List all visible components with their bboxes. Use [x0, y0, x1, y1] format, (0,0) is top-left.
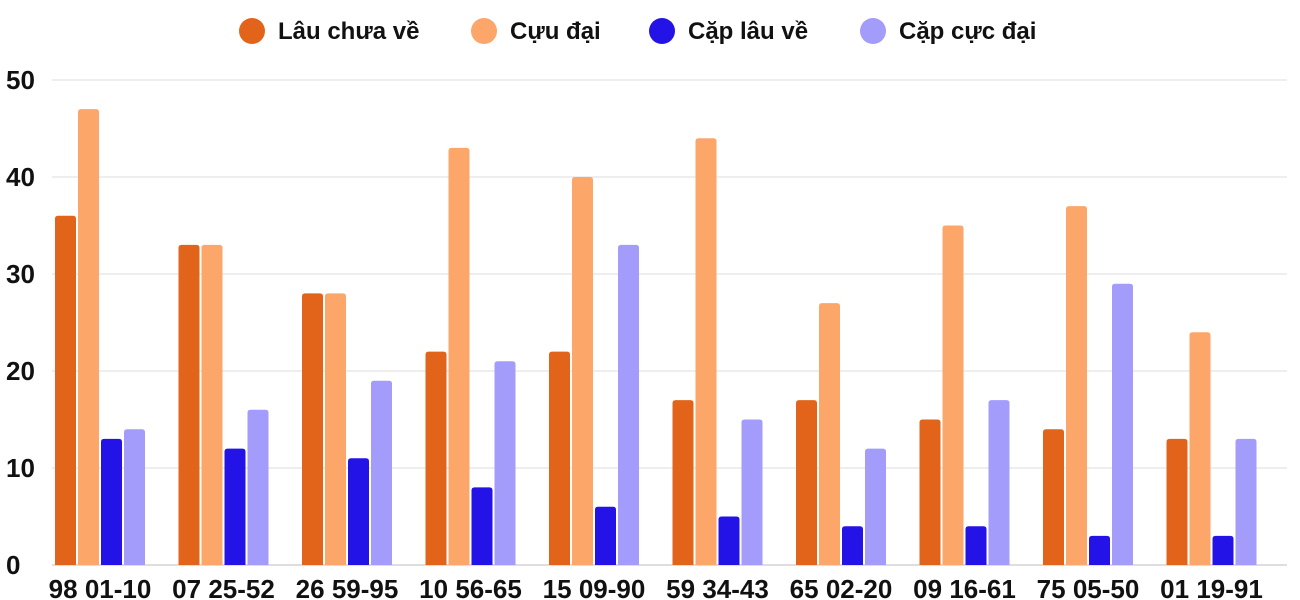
- bar: [572, 177, 593, 565]
- bar: [78, 109, 99, 565]
- bar: [178, 244, 200, 565]
- bar: [448, 147, 470, 565]
- bar: [1235, 438, 1257, 565]
- bar: [494, 361, 516, 565]
- bar: [201, 244, 223, 565]
- bar: [101, 438, 122, 565]
- bar: [124, 429, 145, 565]
- bar: [942, 225, 964, 565]
- legend-label: Lâu chưa về: [278, 18, 419, 45]
- bar: [471, 487, 493, 565]
- legend-label: Cặp lâu về: [688, 18, 808, 45]
- bar: [695, 138, 717, 565]
- bar: [1089, 535, 1110, 565]
- bar: [595, 506, 616, 565]
- x-category-label: 26 59-95: [296, 574, 399, 600]
- legend-label: Cựu đại: [510, 18, 601, 45]
- y-tick-label: 30: [6, 259, 35, 289]
- bar: [371, 380, 392, 565]
- legend-swatch: [471, 18, 497, 44]
- y-tick-label: 0: [6, 550, 20, 580]
- legend-swatch: [649, 18, 675, 44]
- bar: [55, 215, 76, 566]
- x-category-label: 98 01-10: [49, 574, 152, 600]
- legend-swatch: [239, 18, 265, 44]
- bar: [302, 293, 323, 565]
- y-tick-label: 40: [6, 162, 35, 192]
- y-tick-label: 20: [6, 356, 35, 386]
- bar: [1212, 535, 1234, 565]
- x-axis-labels: 98 01-10 07 25-52 26 59-95 10 56-65 15 09-90…: [49, 574, 1263, 600]
- x-category-label: 75 05-50: [1037, 574, 1140, 600]
- bar: [1112, 283, 1133, 565]
- bar: [819, 303, 840, 565]
- bar: [618, 244, 639, 565]
- bar: [549, 351, 570, 565]
- bar: [672, 400, 694, 565]
- legend-item: Cặp cực đại: [860, 18, 1036, 45]
- x-category-label: 15 09-90: [543, 574, 646, 600]
- bar: [988, 400, 1010, 565]
- x-category-label: 65 02-20: [790, 574, 893, 600]
- x-category-label: 10 56-65: [419, 574, 522, 600]
- legend-item: Lâu chưa về: [239, 18, 419, 45]
- legend: Lâu chưa về Cựu đại Cặp lâu về Cặp cực đại: [239, 18, 1036, 45]
- y-axis-ticks: 0 10 20 30 40 50: [6, 65, 35, 580]
- bar: [796, 400, 817, 565]
- bar: [348, 458, 369, 565]
- bar: [1189, 332, 1211, 565]
- bar: [842, 526, 863, 565]
- bar: [425, 351, 447, 565]
- x-category-label: 09 16-61: [913, 574, 1016, 600]
- bars: [55, 109, 1257, 566]
- bar: [224, 448, 246, 565]
- x-category-label: 59 34-43: [666, 574, 769, 600]
- y-tick-label: 50: [6, 65, 35, 95]
- bar: [1166, 438, 1188, 565]
- bar: [718, 516, 740, 565]
- bar: [325, 293, 346, 565]
- bar: [865, 448, 886, 565]
- bar: [919, 419, 941, 565]
- y-tick-label: 10: [6, 453, 35, 483]
- bar: [247, 409, 269, 565]
- x-category-label: 01 19-91: [1160, 574, 1263, 600]
- bar: [965, 526, 987, 565]
- legend-item: Cặp lâu về: [649, 18, 808, 45]
- bar: [741, 419, 763, 565]
- bar: [1043, 429, 1064, 565]
- legend-item: Cựu đại: [471, 18, 601, 45]
- bar: [1066, 206, 1087, 565]
- legend-swatch: [860, 18, 886, 44]
- x-category-label: 07 25-52: [172, 574, 275, 600]
- legend-label: Cặp cực đại: [899, 18, 1036, 45]
